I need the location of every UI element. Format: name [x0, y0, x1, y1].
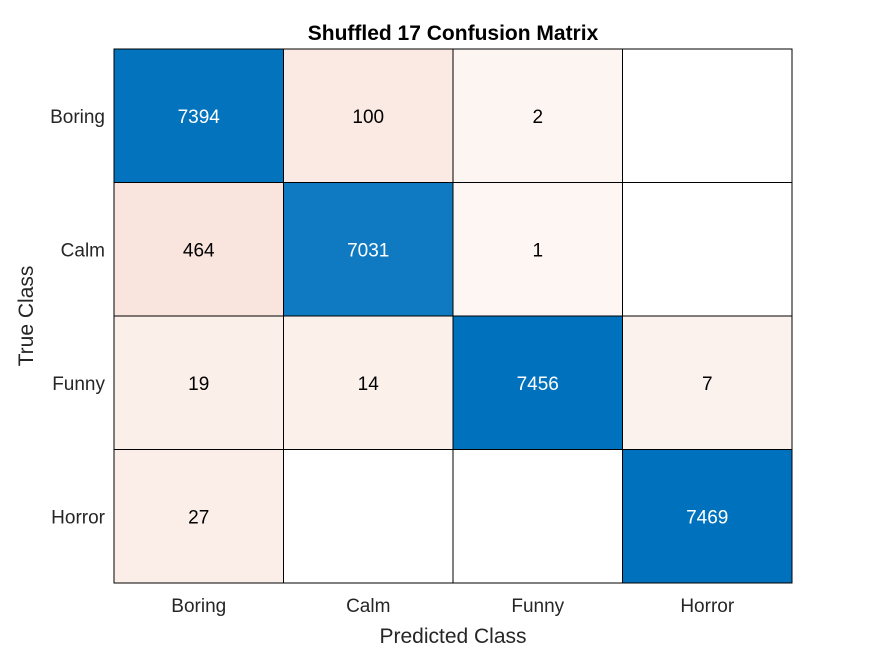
cell-value-label: 2 — [532, 107, 543, 128]
y-tick-label: Boring — [50, 107, 105, 128]
cell-value-label: 464 — [183, 240, 215, 261]
cell-value-label: 14 — [358, 374, 380, 395]
matrix-cell-r3-c1 — [283, 449, 454, 584]
x-tick-label: Calm — [346, 596, 390, 617]
cell-value-label: 19 — [188, 374, 209, 395]
x-tick-label: Boring — [171, 596, 226, 617]
cell-value-label: 7394 — [178, 107, 221, 128]
matrix-cell-r3-c3 — [622, 449, 793, 584]
matrix-cell-r2-c0 — [113, 315, 284, 450]
x-tick-label: Funny — [511, 596, 564, 617]
y-tick-label: Funny — [52, 374, 105, 395]
cells-layer: 7394 100 2 464 7031 1 19 14 7456 7 27 7469 — [113, 48, 793, 584]
chart-title: Shuffled 17 Confusion Matrix — [308, 22, 599, 45]
y-tick-label: Calm — [61, 240, 105, 261]
cell-value-label: 1 — [532, 240, 543, 261]
matrix-cell-r3-c2 — [452, 449, 623, 584]
matrix-cell-r0-c2 — [452, 48, 623, 183]
cell-value-label: 7 — [702, 374, 713, 395]
matrix-cell-r2-c3 — [622, 315, 793, 450]
x-tick-labels: Boring Calm Funny Horror — [171, 596, 735, 617]
y-tick-label: Horror — [51, 507, 106, 528]
matrix-cell-r0-c1 — [283, 48, 454, 183]
matrix-cell-r2-c1 — [283, 315, 454, 450]
x-axis-label: Predicted Class — [379, 625, 526, 648]
cell-value-label: 27 — [188, 507, 209, 528]
matrix-cell-r1-c1 — [283, 182, 454, 317]
y-axis-label: True Class — [15, 266, 38, 367]
cell-value-label: 100 — [352, 107, 384, 128]
cell-value-label: 7456 — [517, 374, 559, 395]
x-tick-label: Horror — [680, 596, 735, 617]
matrix-cell-r1-c3 — [622, 182, 793, 317]
cell-value-label: 7031 — [347, 240, 389, 261]
matrix-cell-r0-c0 — [113, 48, 284, 183]
cell-value-label: 7469 — [686, 507, 728, 528]
y-tick-labels: Boring Calm Funny Horror — [50, 107, 106, 529]
matrix-cell-r0-c3 — [622, 48, 793, 183]
matrix-cell-r1-c0 — [113, 182, 284, 317]
matrix-cell-r1-c2 — [452, 182, 623, 317]
